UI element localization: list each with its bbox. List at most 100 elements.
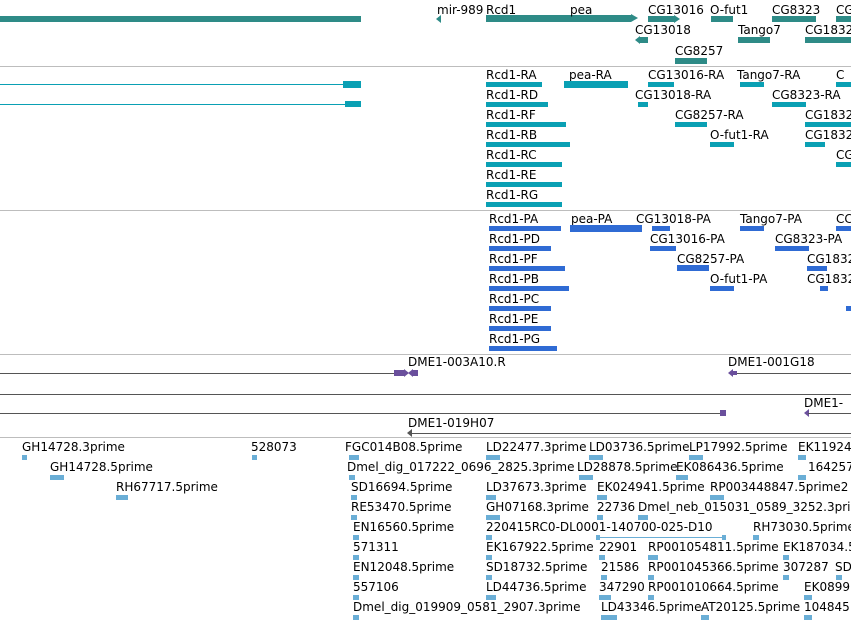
est-feature[interactable] (353, 595, 359, 600)
gene-label[interactable]: mir-989 (437, 3, 484, 17)
est-label[interactable]: RP003448847.5prime2 (710, 480, 849, 494)
gene-bar[interactable] (711, 16, 733, 22)
clone-label[interactable]: DME1-019H07 (408, 416, 495, 430)
est-label[interactable]: GH07168.3prime (486, 500, 589, 514)
transcript-label[interactable]: pea-RA (569, 68, 612, 82)
est-feature[interactable] (353, 555, 359, 560)
est-label[interactable]: 571311 (353, 540, 399, 554)
clone-label[interactable]: DME1- (804, 396, 844, 410)
gene-label[interactable]: O-fut1 (710, 3, 749, 17)
est-feature[interactable] (50, 475, 64, 480)
est-label[interactable]: 347290 (599, 580, 645, 594)
est-label[interactable]: Dmel_dig_019909_0581_2907.3prime (353, 600, 581, 614)
est-label[interactable]: LD37673.3prime (486, 480, 587, 494)
protein-exon[interactable] (652, 226, 670, 231)
est-feature[interactable] (689, 455, 703, 460)
est-feature[interactable] (486, 515, 500, 520)
est-feature[interactable] (798, 475, 806, 480)
protein-exon[interactable] (489, 306, 551, 311)
est-feature[interactable] (486, 595, 496, 600)
transcript-label[interactable]: C (836, 68, 845, 82)
transcript-exon[interactable] (805, 142, 825, 147)
est-feature[interactable] (783, 575, 789, 580)
gene-label[interactable]: CG8257 (675, 44, 724, 58)
clone-end[interactable] (413, 370, 418, 376)
est-label[interactable]: 104845 (804, 600, 850, 614)
gene-label[interactable]: CG13018 (635, 23, 691, 37)
est-label[interactable]: LD44736.5prime (486, 580, 587, 594)
protein-label[interactable]: O-fut1-PA (710, 272, 768, 286)
transcript-label[interactable]: Tango7-RA (737, 68, 801, 82)
transcript-exon[interactable] (486, 202, 562, 207)
transcript-exon[interactable] (638, 102, 648, 107)
est-label[interactable]: 557106 (353, 580, 399, 594)
protein-exon[interactable] (807, 266, 827, 271)
protein-exon[interactable] (740, 226, 764, 231)
transcript-label[interactable]: Rcd1-RA (486, 68, 537, 82)
est-feature[interactable] (597, 515, 603, 520)
clone-end[interactable] (720, 410, 726, 416)
est-feature[interactable] (349, 475, 355, 480)
protein-exon[interactable] (710, 286, 734, 291)
est-feature[interactable] (351, 515, 357, 520)
protein-label[interactable]: pea-PA (571, 212, 613, 226)
est-feature[interactable] (638, 515, 648, 520)
est-label[interactable]: EK086436.5prime (676, 460, 784, 474)
est-feature[interactable] (22, 455, 27, 460)
est-label[interactable]: LD22477.3prime (486, 440, 587, 454)
transcript-exon[interactable] (345, 101, 361, 107)
est-feature[interactable] (486, 575, 492, 580)
protein-label[interactable]: CG13018-PA (636, 212, 711, 226)
gene-label[interactable]: pea (570, 3, 593, 17)
est-feature[interactable] (804, 615, 812, 620)
transcript-exon[interactable] (648, 82, 674, 87)
est-label[interactable]: SD16694.5prime (351, 480, 453, 494)
transcript-label[interactable]: Rcd1-RG (486, 188, 539, 202)
est-feature[interactable] (353, 575, 359, 580)
gene-bar[interactable] (639, 37, 648, 43)
est-label[interactable]: EK024941.5prime (597, 480, 705, 494)
est-feature[interactable] (836, 575, 842, 580)
gene-label[interactable]: Rcd1 (486, 3, 517, 17)
gene-bar[interactable] (648, 16, 674, 22)
protein-label[interactable]: Tango7-PA (740, 212, 802, 226)
est-label[interactable]: EK0899 (804, 580, 850, 594)
est-feature[interactable] (252, 455, 257, 460)
est-feature[interactable] (804, 595, 812, 600)
transcript-exon[interactable] (836, 162, 851, 167)
gene-bar[interactable] (0, 16, 361, 22)
est-label[interactable]: SD18732.5prime (486, 560, 588, 574)
protein-label[interactable]: Rcd1-PA (489, 212, 539, 226)
protein-label[interactable]: CG8323-PA (775, 232, 843, 246)
est-label[interactable]: 1642573 (808, 460, 851, 474)
est-label[interactable]: RP001010664.5prime (648, 580, 779, 594)
protein-exon[interactable] (570, 225, 642, 232)
transcript-label[interactable]: CG13018-RA (635, 88, 712, 102)
est-feature[interactable] (601, 615, 617, 620)
est-label[interactable]: Dmel_neb_015031_0589_3252.3prime (638, 500, 851, 514)
transcript-label[interactable]: CG8257-RA (675, 108, 744, 122)
transcript-exon[interactable] (564, 81, 628, 88)
est-label[interactable]: EK187034.5 (783, 540, 851, 554)
est-label[interactable]: RH67717.5prime (116, 480, 218, 494)
gene-label[interactable]: Tango7 (738, 23, 781, 37)
protein-exon[interactable] (489, 226, 561, 231)
transcript-exon[interactable] (486, 142, 570, 147)
transcript-exon[interactable] (486, 82, 542, 87)
gene-bar[interactable] (772, 16, 816, 22)
protein-label[interactable]: CG1832 (807, 252, 851, 266)
transcript-label[interactable]: Rcd1-RC (486, 148, 537, 162)
transcript-exon[interactable] (772, 102, 806, 107)
transcript-exon[interactable] (486, 182, 562, 187)
protein-label[interactable]: Rcd1-PB (489, 272, 539, 286)
transcript-label[interactable]: CG1832 (805, 108, 851, 122)
transcript-exon[interactable] (710, 142, 734, 147)
transcript-label[interactable]: Rcd1-RF (486, 108, 536, 122)
est-label[interactable]: EN12048.5prime (353, 560, 455, 574)
clone-label[interactable]: DME1-003A10.R (408, 355, 506, 369)
gene-bar[interactable] (486, 15, 631, 22)
est-feature[interactable] (599, 555, 605, 560)
gene-label[interactable]: CG13016 (648, 3, 704, 17)
gene-bar[interactable] (805, 37, 851, 43)
protein-exon[interactable] (820, 286, 828, 291)
